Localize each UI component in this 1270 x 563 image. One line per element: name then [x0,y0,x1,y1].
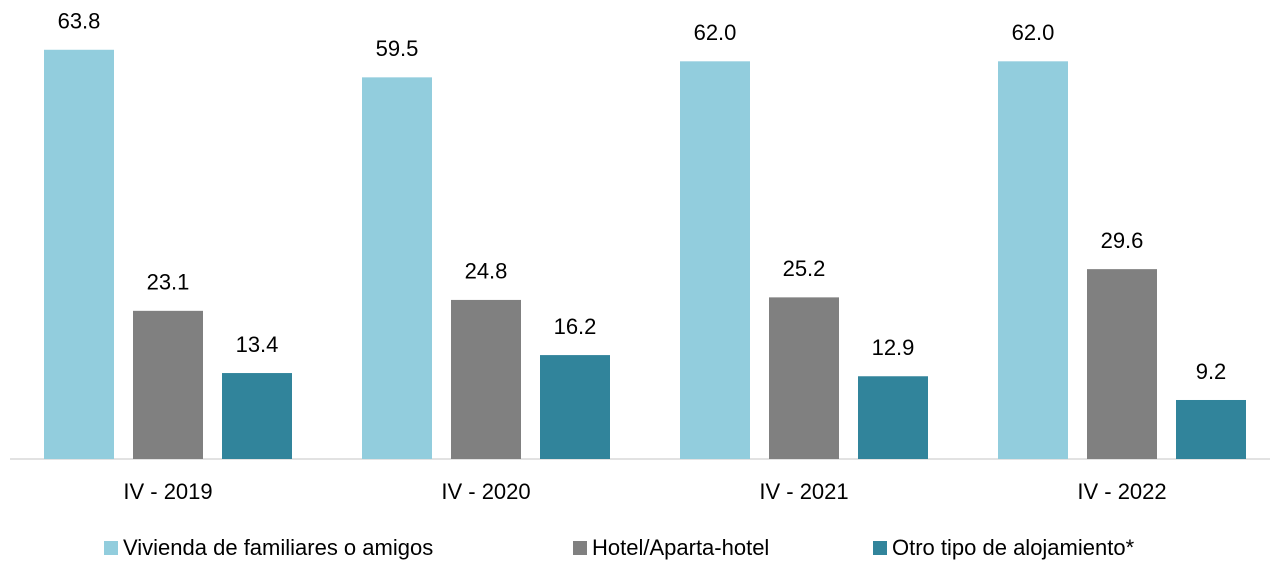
value-label: 12.9 [872,335,915,360]
bar [540,355,610,459]
legend-label: Vivienda de familiares o amigos [123,535,433,560]
value-label: 16.2 [554,314,597,339]
legend-swatch [873,541,887,555]
legend-swatch [573,541,587,555]
value-label: 25.2 [783,256,826,281]
x-tick-label: IV - 2020 [441,479,530,504]
value-label: 59.5 [376,36,419,61]
bar [362,77,432,459]
value-label: 23.1 [147,270,190,295]
bar [222,373,292,459]
value-label: 63.8 [58,9,101,34]
value-label: 29.6 [1101,228,1144,253]
bar [1176,399,1246,459]
x-tick-label: IV - 2022 [1077,479,1166,504]
value-label: 13.4 [236,332,279,357]
x-tick-label: IV - 2021 [759,479,848,504]
bar [680,61,750,460]
bar [858,376,928,459]
value-label: 24.8 [465,259,508,284]
value-label: 62.0 [694,20,737,45]
bar [998,61,1068,460]
legend-label: Hotel/Aparta-hotel [592,535,769,560]
bar [44,49,114,460]
bar [133,310,203,459]
x-tick-label: IV - 2019 [123,479,212,504]
value-label: 62.0 [1012,20,1055,45]
legend-swatch [104,541,118,555]
bar [1087,269,1157,459]
bar [451,299,521,459]
bar [769,297,839,459]
value-label: 9.2 [1196,359,1227,384]
legend-label: Otro tipo de alojamiento* [892,535,1135,560]
